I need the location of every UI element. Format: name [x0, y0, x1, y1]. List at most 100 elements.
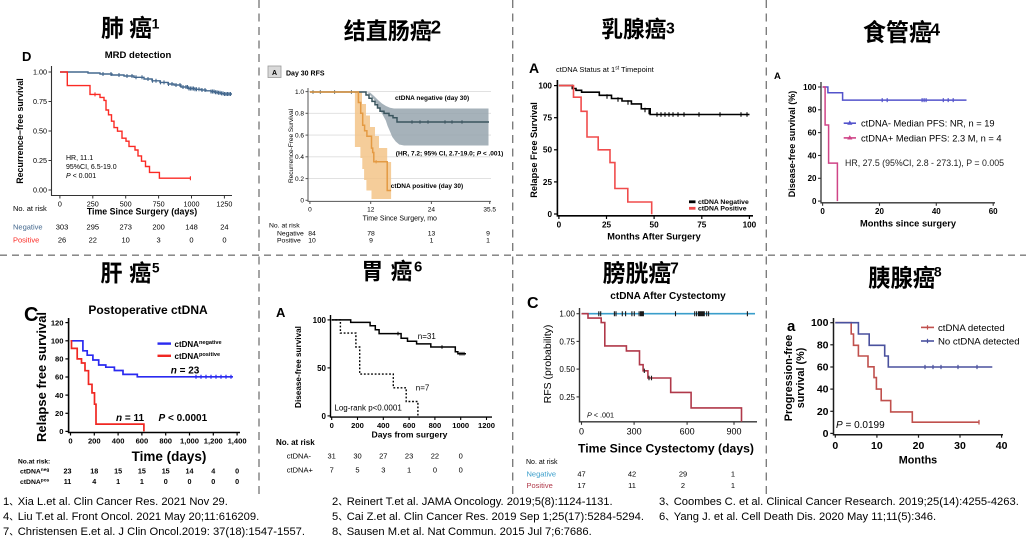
svg-text:50: 50	[650, 221, 660, 230]
svg-text:P < .001: P < .001	[587, 411, 614, 420]
svg-text:0: 0	[322, 412, 327, 421]
svg-text:Months After Surgery: Months After Surgery	[607, 232, 701, 242]
svg-text:20: 20	[55, 409, 63, 418]
svg-text:30: 30	[954, 440, 966, 452]
svg-text:0: 0	[222, 236, 226, 245]
svg-text:120: 120	[51, 318, 64, 327]
svg-text:0: 0	[164, 477, 168, 486]
svg-text:100: 100	[811, 317, 829, 329]
svg-text:40: 40	[808, 151, 817, 160]
svg-text:Liu T.et al. Front Oncol. 2021: Liu T.et al. Front Oncol. 2021 May 20;11…	[18, 511, 260, 523]
svg-text:C: C	[527, 295, 539, 312]
svg-text:400: 400	[377, 421, 390, 430]
svg-text:0.00: 0.00	[33, 186, 47, 195]
svg-text:n = 23: n = 23	[171, 366, 200, 377]
svg-text:ctDNA Status at 1st Timepoint: ctDNA Status at 1st Timepoint	[556, 65, 655, 74]
svg-text:a: a	[787, 318, 796, 335]
svg-text:0: 0	[579, 427, 584, 437]
svg-text:8: 8	[332, 526, 338, 538]
svg-text:ctDNAnegative: ctDNAnegative	[175, 340, 222, 349]
svg-text:100: 100	[803, 83, 817, 92]
svg-text:HR, 11.1: HR, 11.1	[66, 155, 93, 162]
svg-text:9: 9	[369, 238, 373, 245]
svg-text:ctDNA-: ctDNA-	[287, 452, 312, 461]
svg-text:1.00: 1.00	[559, 310, 575, 319]
svg-text:Reinert T.et al. JAMA Oncology: Reinert T.et al. JAMA Oncology. 2019;5(8…	[347, 496, 613, 508]
svg-text:ctDNA+: ctDNA+	[287, 466, 314, 475]
svg-text:P < 0.0001: P < 0.0001	[159, 413, 208, 424]
svg-text:0: 0	[459, 452, 463, 461]
svg-text:200: 200	[152, 223, 165, 232]
svg-text:600: 600	[136, 437, 149, 446]
svg-text:10: 10	[122, 236, 130, 245]
svg-text:78: 78	[367, 230, 375, 237]
svg-text:0: 0	[823, 428, 829, 440]
svg-text:0: 0	[433, 466, 437, 475]
svg-text:80: 80	[55, 355, 63, 364]
svg-text:4: 4	[3, 511, 9, 523]
svg-text:4: 4	[211, 466, 215, 475]
svg-text:60: 60	[55, 373, 63, 382]
svg-text:24: 24	[220, 223, 228, 232]
svg-text:0.25: 0.25	[33, 156, 47, 165]
svg-text:3: 3	[659, 496, 665, 508]
svg-text:17: 17	[577, 481, 585, 490]
svg-text:Days from surgery: Days from surgery	[372, 429, 448, 439]
svg-text:Time Since Cystectomy (days): Time Since Cystectomy (days)	[578, 442, 754, 456]
svg-text:0: 0	[832, 440, 838, 452]
svg-text:Positive: Positive	[13, 236, 39, 245]
svg-text:200: 200	[88, 437, 101, 446]
svg-text:0: 0	[59, 427, 63, 436]
svg-text:60: 60	[808, 129, 817, 138]
svg-text:0: 0	[300, 198, 304, 205]
svg-text:0: 0	[211, 477, 215, 486]
svg-text:ctDNA+ Median PFS: 2.3 M, n =: ctDNA+ Median PFS: 2.3 M, n = 4	[861, 133, 1002, 143]
svg-text:5: 5	[152, 261, 160, 276]
svg-text:600: 600	[403, 421, 416, 430]
svg-text:12: 12	[367, 207, 375, 214]
svg-text:273: 273	[119, 223, 132, 232]
svg-text:ctDNA Negative: ctDNA Negative	[698, 199, 749, 206]
svg-text:Time Since Surgery, mo: Time Since Surgery, mo	[363, 216, 437, 223]
svg-text:Yang J. et al. Cell Death Dis.: Yang J. et al. Cell Death Dis. 2020 May …	[674, 511, 936, 523]
svg-text:800: 800	[159, 437, 172, 446]
svg-text:ctDNA Positive: ctDNA Positive	[698, 206, 747, 213]
svg-text:303: 303	[56, 223, 69, 232]
svg-text:HR, 27.5 (95%CI, 2.8 - 273.1),: HR, 27.5 (95%CI, 2.8 - 273.1), P = 0.005	[845, 158, 1004, 168]
svg-text:0.4: 0.4	[295, 154, 304, 161]
svg-text:95%CI, 6.5-19.0: 95%CI, 6.5-19.0	[66, 164, 117, 171]
svg-text:10: 10	[871, 440, 883, 452]
svg-text:A: A	[272, 70, 277, 77]
svg-text:0.25: 0.25	[559, 393, 575, 402]
svg-text:No ctDNA detected: No ctDNA detected	[938, 336, 1020, 347]
svg-text:ctDNA negative (day 30): ctDNA negative (day 30)	[395, 95, 469, 102]
svg-text:1000: 1000	[184, 200, 200, 209]
svg-text:15: 15	[114, 466, 122, 475]
svg-text:0: 0	[235, 477, 239, 486]
svg-text:Christensen E.et al. J Clin On: Christensen E.et al. J Clin Oncol.2019: …	[18, 526, 305, 538]
svg-text:No. at risk: No. at risk	[276, 438, 315, 447]
svg-text:ctDNA positive (day 30): ctDNA positive (day 30)	[391, 183, 463, 190]
svg-text:Time (days): Time (days)	[132, 449, 207, 464]
svg-text:26: 26	[58, 236, 66, 245]
svg-text:Coombes C. et al. Clinical Can: Coombes C. et al. Clinical Cancer Resear…	[674, 496, 1019, 508]
svg-text:4: 4	[92, 477, 96, 486]
svg-text:23: 23	[405, 452, 413, 461]
svg-text:24: 24	[428, 207, 436, 214]
svg-text:80: 80	[808, 106, 817, 115]
svg-text:0: 0	[330, 421, 334, 430]
svg-text:ctDNApos: ctDNApos	[20, 478, 50, 485]
svg-text:84: 84	[308, 230, 316, 237]
svg-text:Xia L.et al. Clin Cancer Res.: Xia L.et al. Clin Cancer Res. 2021 Nov 2…	[18, 496, 228, 508]
svg-text:148: 148	[185, 223, 198, 232]
svg-text:A: A	[529, 60, 539, 76]
svg-text:Day 30 RFS: Day 30 RFS	[286, 71, 325, 78]
svg-text:100: 100	[743, 221, 757, 230]
svg-text:Cai Z.et al. Clin Cancer Res.: Cai Z.et al. Clin Cancer Res. 2019 Sep 1…	[347, 511, 644, 523]
svg-text:31: 31	[328, 452, 336, 461]
svg-text:7: 7	[3, 526, 9, 538]
svg-text:300: 300	[627, 427, 642, 437]
svg-text:900: 900	[726, 427, 741, 437]
svg-text:9: 9	[486, 230, 490, 237]
svg-text:25: 25	[602, 221, 612, 230]
